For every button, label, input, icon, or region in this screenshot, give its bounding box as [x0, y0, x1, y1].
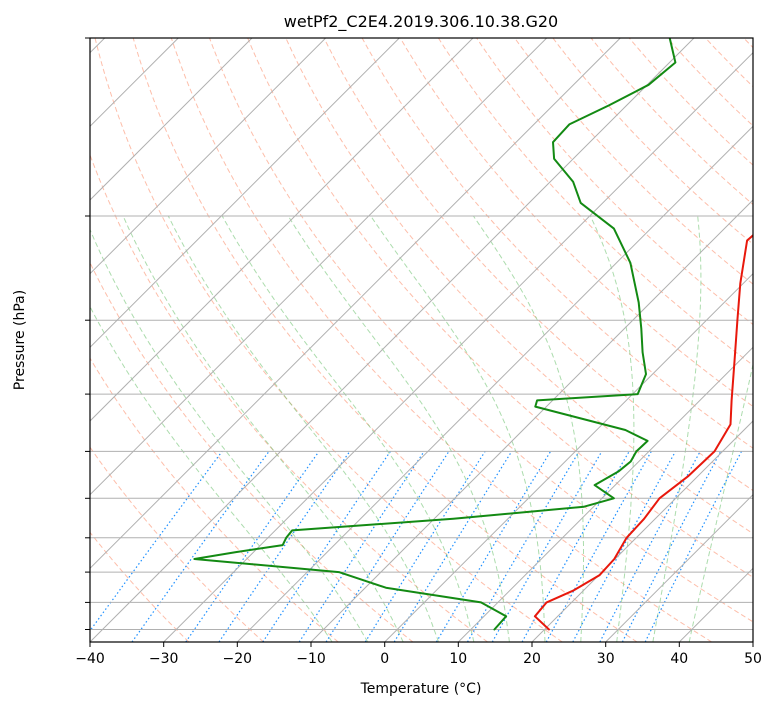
dry-adiabat-line	[399, 38, 753, 408]
x-tick-label: −10	[296, 651, 326, 667]
sounding-series	[193, 38, 753, 631]
mixing-ratio-line	[393, 451, 513, 642]
isotherm-line	[310, 199, 753, 642]
isotherm-line	[531, 420, 753, 642]
mixing-ratio-line	[545, 451, 652, 642]
isotherm-line	[90, 38, 548, 496]
dry-adiabat-line	[437, 38, 753, 366]
plot-area	[90, 38, 753, 642]
moist-adiabat-line	[90, 305, 333, 642]
dewpoint-profile-line	[193, 38, 677, 631]
isotherm-line	[90, 38, 400, 349]
mixing-ratio-line	[466, 451, 580, 642]
mixing-ratio-lines	[90, 451, 743, 642]
isotherm-line	[236, 125, 753, 642]
isotherm-line	[90, 38, 253, 201]
dry-adiabat-line	[285, 38, 753, 535]
dry-adiabat-line	[90, 153, 488, 642]
isotherm-line	[605, 493, 753, 642]
mixing-ratio-line	[572, 451, 677, 642]
dry-adiabat-line	[90, 357, 339, 642]
chart-title: wetPf2_C2E4.2019.306.10.38.G20	[284, 12, 558, 32]
isotherm-line	[90, 38, 474, 422]
moist-adiabat-line	[472, 215, 584, 642]
x-tick-label: −20	[223, 651, 253, 667]
isotherm-lines	[90, 38, 753, 642]
y-axis-label: Pressure (hPa)	[12, 290, 28, 390]
isotherm-line	[457, 346, 753, 642]
mixing-ratio-line	[90, 451, 223, 632]
pressure-grid	[90, 38, 753, 630]
isotherm-line	[90, 38, 621, 570]
moist-adiabat-line	[122, 215, 404, 642]
moist-adiabat-line	[167, 215, 439, 642]
plot-frame	[89, 37, 754, 643]
dry-adiabat-line	[170, 38, 712, 642]
dry-adiabat-line	[94, 38, 563, 642]
dry-adiabat-line	[90, 261, 414, 642]
dry-adiabat-line	[590, 38, 753, 206]
mixing-ratio-line	[435, 451, 552, 642]
mixing-ratio-line	[491, 451, 603, 642]
moist-adiabat-line	[688, 362, 753, 642]
adiabat-lines	[90, 38, 753, 642]
mixing-ratio-line	[218, 451, 351, 642]
moist-adiabat-line	[90, 228, 369, 642]
dry-adiabat-line	[247, 38, 753, 578]
mixing-ratio-line	[325, 451, 450, 642]
x-tick-label: 0	[380, 651, 389, 667]
mixing-ratio-line	[131, 451, 270, 642]
x-tick-label: 10	[449, 651, 467, 667]
isotherm-line	[90, 38, 695, 642]
moist-adiabat-line	[287, 215, 510, 642]
x-tick-label: −40	[75, 651, 105, 667]
x-tick-label: 30	[597, 651, 615, 667]
isotherm-line	[163, 51, 753, 642]
temperature-profile-line	[533, 234, 753, 631]
x-axis-label: Temperature (°C)	[360, 681, 482, 697]
dry-adiabat-line	[476, 38, 753, 326]
x-tick-label: 50	[744, 651, 762, 667]
x-tick-label: −30	[149, 651, 179, 667]
dry-adiabat-line	[323, 38, 753, 492]
axis-ticks: −40 −30 −20 −10 0 10 20 30 40 50	[75, 37, 762, 667]
isotherm-line	[384, 272, 753, 642]
x-tick-label: 20	[523, 651, 541, 667]
dry-adiabat-line	[209, 38, 753, 623]
dry-adiabat-line	[132, 38, 638, 642]
moist-adiabat-line	[652, 215, 702, 642]
x-tick-label: 40	[670, 651, 688, 667]
dry-adiabat-line	[90, 531, 190, 642]
isotherm-line	[90, 38, 327, 275]
dry-adiabat-line	[552, 38, 753, 245]
moist-adiabat-line	[589, 215, 635, 642]
mixing-ratio-line	[364, 451, 486, 642]
